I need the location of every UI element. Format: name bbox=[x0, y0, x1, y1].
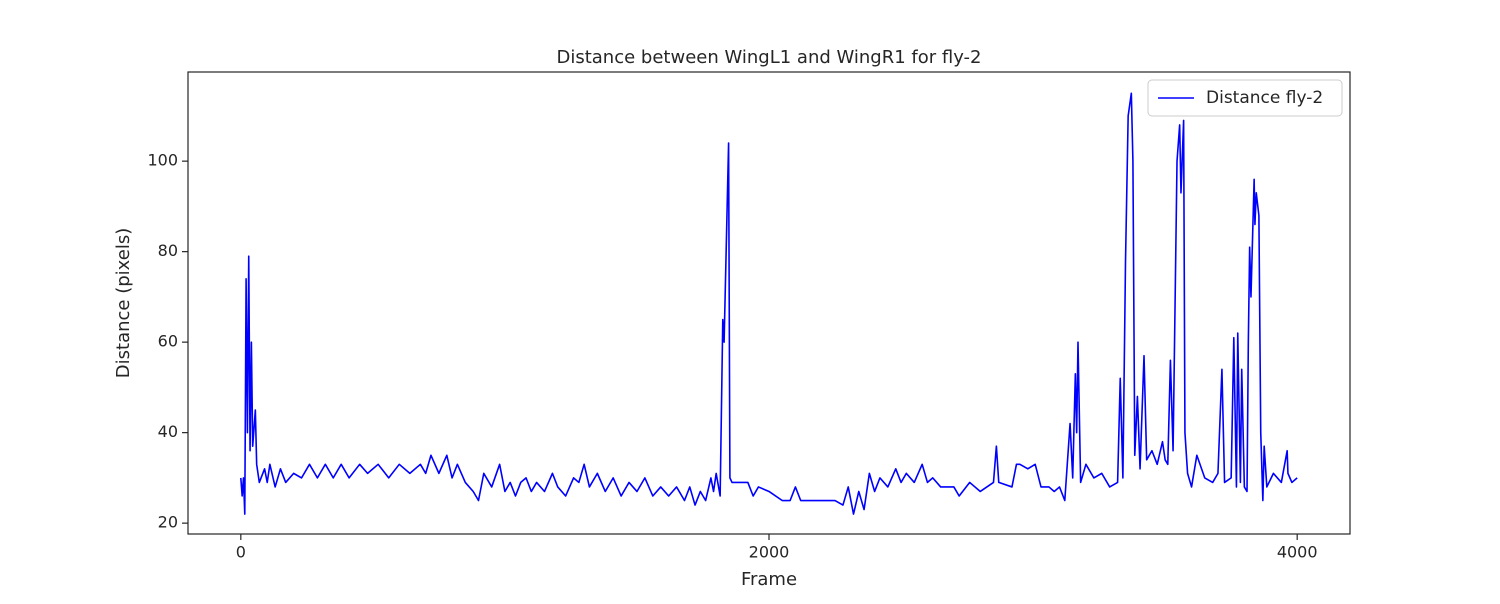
chart-title: Distance between WingL1 and WingR1 for f… bbox=[556, 47, 981, 68]
x-axis-label: Frame bbox=[741, 569, 797, 590]
y-tick-label: 40 bbox=[158, 422, 178, 441]
x-tick-label: 4000 bbox=[1277, 543, 1318, 562]
axes-frame bbox=[187, 71, 1351, 535]
y-tick-label: 60 bbox=[158, 332, 178, 351]
y-tick-label: 80 bbox=[158, 241, 178, 260]
data-line bbox=[240, 92, 1298, 515]
legend-box bbox=[1147, 79, 1343, 117]
y-tick-label: 100 bbox=[147, 151, 178, 170]
y-tick-label: 20 bbox=[158, 513, 178, 532]
x-tick-label: 0 bbox=[236, 543, 246, 562]
legend-label: Distance fly-2 bbox=[1206, 88, 1323, 108]
x-tick-label: 2000 bbox=[749, 543, 790, 562]
y-axis-label: Distance (pixels) bbox=[113, 228, 134, 378]
